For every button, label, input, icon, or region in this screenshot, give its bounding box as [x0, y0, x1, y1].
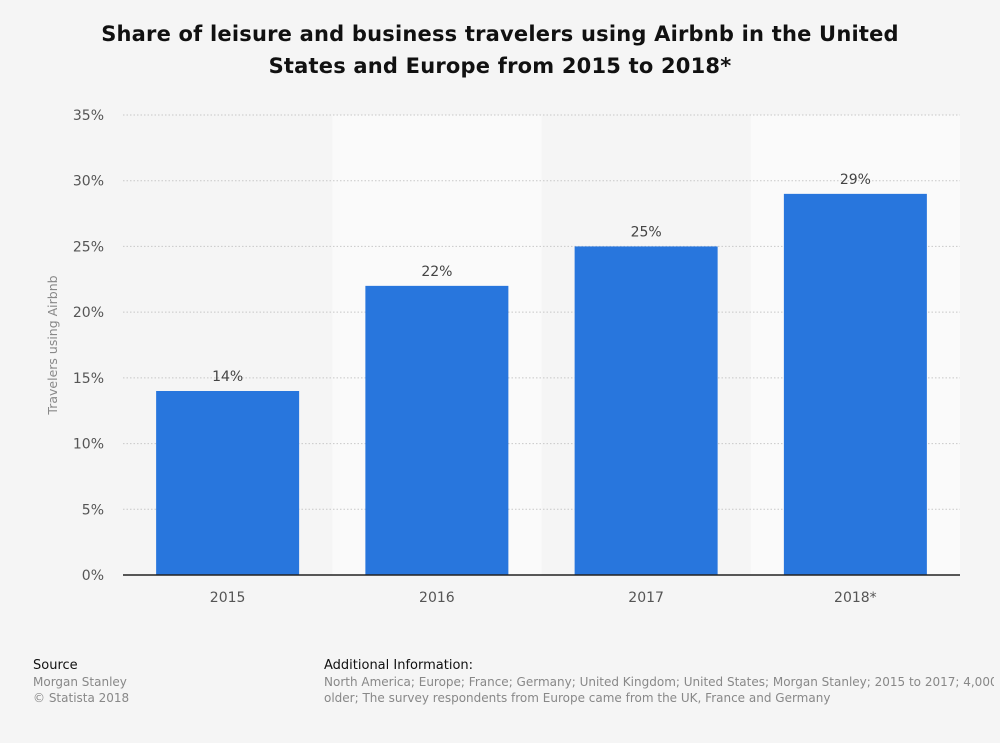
- x-tick-label: 2016: [419, 590, 455, 606]
- bar-2016: [365, 285, 509, 575]
- y-tick-label: 35%: [73, 108, 104, 124]
- y-tick-label: 15%: [73, 371, 104, 387]
- data-label: 14%: [212, 369, 243, 385]
- bar-2015: [156, 391, 300, 575]
- bar-chart: 0% 5% 10% 15% 20% 25% 30% 35% 14% 22% 25% 29% 2015…: [45, 108, 960, 606]
- source-block: Source Morgan Stanley © Statista 2018: [33, 657, 293, 706]
- chart-title: Share of leisure and business travelers …: [101, 22, 899, 78]
- y-axis-label: Travelers using Airbnb: [45, 275, 60, 415]
- bar-2018: [783, 193, 927, 575]
- source-heading: Source: [33, 658, 78, 673]
- data-labels: 14% 22% 25% 29%: [212, 172, 871, 385]
- bars: [156, 193, 927, 575]
- source-line: Morgan Stanley: [33, 675, 127, 689]
- y-tick-label: 25%: [73, 239, 104, 255]
- y-tick-label: 5%: [82, 502, 104, 518]
- y-tick-label: 20%: [73, 305, 104, 321]
- data-label: 22%: [421, 264, 452, 280]
- additional-info-line: North America; Europe; France; Germany; …: [324, 675, 994, 689]
- additional-info-block: Additional Information: North America; E…: [324, 657, 994, 706]
- copyright-line: © Statista 2018: [33, 691, 130, 705]
- y-axis-ticks: 0% 5% 10% 15% 20% 25% 30% 35%: [73, 108, 104, 584]
- x-tick-label: 2017: [628, 590, 664, 606]
- additional-info-line: older; The survey respondents from Europ…: [324, 691, 831, 705]
- additional-info-heading: Additional Information:: [324, 658, 474, 673]
- data-label: 29%: [840, 172, 871, 188]
- x-tick-label: 2018*: [834, 590, 877, 606]
- x-tick-label: 2015: [210, 590, 246, 606]
- y-tick-label: 0%: [82, 568, 104, 584]
- x-axis-ticks: 2015 2016 2017 2018*: [210, 590, 877, 606]
- y-tick-label: 30%: [73, 174, 104, 190]
- data-label: 25%: [631, 224, 662, 240]
- bar-2017: [574, 246, 718, 575]
- y-tick-label: 10%: [73, 437, 104, 453]
